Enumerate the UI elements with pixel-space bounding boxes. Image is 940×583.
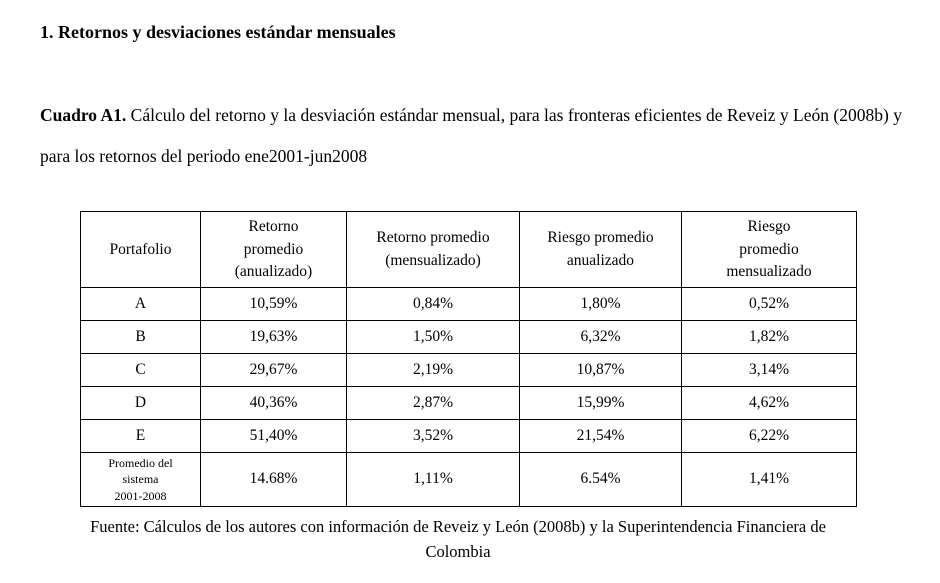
table-caption: Cuadro A1. Cálculo del retorno y la desv… [40,95,902,177]
table-cell: 2,87% [346,386,520,421]
table-cell: 51,40% [200,419,347,454]
table-cell: 0,84% [346,287,520,322]
row-label: C [80,353,201,388]
table-cell: 14.68% [200,452,347,507]
table-cell: 10,87% [519,353,682,388]
table-cell: 29,67% [200,353,347,388]
table-cell: 1,50% [346,320,520,355]
column-header-riesgo-anualizado: Riesgo promedio anualizado [519,211,682,289]
table-row: A 10,59% 0,84% 1,80% 0,52% [80,287,857,322]
source-note: Fuente: Cálculos de los autores con info… [90,516,826,562]
table-row: B 19,63% 1,50% 6,32% 1,82% [80,320,857,355]
column-header-retorno-anualizado: Retorno promedio (anualizado) [200,211,347,289]
table-row: D 40,36% 2,87% 15,99% 4,62% [80,386,857,421]
table-row: C 29,67% 2,19% 10,87% 3,14% [80,353,857,388]
table-cell: 1,41% [681,452,857,507]
row-label: A [80,287,201,322]
table-cell: 1,11% [346,452,520,507]
table-row-system-average: Promedio del sistema 2001-2008 14.68% 1,… [80,452,857,507]
table-cell: 1,82% [681,320,857,355]
table-cell: 19,63% [200,320,347,355]
row-label: B [80,320,201,355]
table-cell: 21,54% [519,419,682,454]
table-cell: 6.54% [519,452,682,507]
row-label: E [80,419,201,454]
table-cell: 6,32% [519,320,682,355]
table-row: E 51,40% 3,52% 21,54% 6,22% [80,419,857,454]
section-heading: 1. Retornos y desviaciones estándar mens… [40,22,396,42]
table-caption-label: Cuadro A1. [40,105,127,125]
table-cell: 6,22% [681,419,857,454]
column-header-riesgo-mensualizado: Riesgo promedio mensualizado [681,211,857,289]
table-cell: 3,14% [681,353,857,388]
results-table: Portafolio Retorno promedio (anualizado)… [80,211,857,507]
table-cell: 15,99% [519,386,682,421]
table-cell: 40,36% [200,386,347,421]
table-cell: 10,59% [200,287,347,322]
table-caption-text: Cálculo del retorno y la desviación está… [40,105,902,167]
table-cell: 2,19% [346,353,520,388]
table-cell: 1,80% [519,287,682,322]
table-cell: 0,52% [681,287,857,322]
row-label: D [80,386,201,421]
table-header-row: Portafolio Retorno promedio (anualizado)… [80,211,857,289]
column-header-portafolio: Portafolio [80,211,201,289]
column-header-retorno-mensualizado: Retorno promedio (mensualizado) [346,211,520,289]
table-cell: 3,52% [346,419,520,454]
table-cell: 4,62% [681,386,857,421]
row-label: Promedio del sistema 2001-2008 [80,452,201,507]
